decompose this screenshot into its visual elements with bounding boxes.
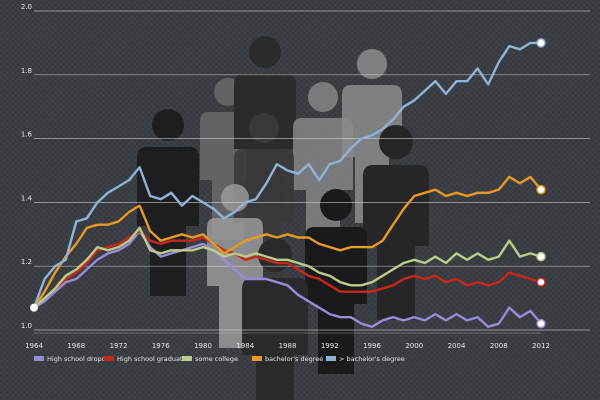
y-tick-label: 1.6 [21, 131, 33, 139]
legend-swatch [182, 356, 192, 361]
legend-swatch [34, 356, 44, 361]
legend-item: > bachelor's degree [326, 355, 405, 363]
series-line-0 [32, 229, 543, 328]
series-endpoint-marker [536, 38, 546, 48]
x-tick-label: 1992 [321, 342, 339, 350]
legend-label: some college [195, 355, 238, 363]
legend-label: High school dropout [47, 355, 113, 363]
x-tick-label: 1980 [194, 342, 212, 350]
x-tick-label: 1964 [25, 342, 43, 350]
series-line-4 [32, 41, 543, 309]
series-endpoint-marker [536, 184, 546, 195]
series-line-1 [32, 229, 543, 309]
legend-swatch [104, 356, 114, 361]
legend-label: bachelor's degree [265, 355, 323, 363]
x-tick-label: 1996 [363, 342, 381, 350]
person-icon [137, 109, 199, 296]
x-tick-label: 1968 [67, 342, 85, 350]
y-tick-label: 1.2 [21, 258, 32, 266]
person-icon [242, 238, 308, 400]
y-tick-label: 1.4 [21, 194, 33, 202]
x-tick-label: 2008 [490, 342, 508, 350]
legend-item: High school graduate [104, 355, 186, 363]
legend-item: bachelor's degree [252, 355, 323, 363]
person-icon [363, 125, 429, 320]
series-line-3 [32, 175, 543, 309]
x-tick-label: 1976 [152, 342, 170, 350]
x-tick-label: 1984 [236, 342, 254, 350]
legend-item: High school dropout [34, 355, 113, 363]
y-tick-label: 1.0 [21, 322, 32, 330]
series-start-marker [30, 303, 38, 312]
series-line-2 [32, 226, 543, 309]
x-tick-label: 2000 [405, 342, 423, 350]
legend-swatch [252, 356, 262, 361]
y-tick-label: 1.8 [21, 67, 32, 75]
legend-item: some college [182, 355, 238, 363]
legend-swatch [326, 356, 336, 361]
legend-label: High school graduate [117, 355, 186, 363]
series-endpoint-marker [536, 318, 546, 329]
person-icon [305, 189, 367, 374]
series-endpoint-marker [536, 277, 546, 287]
y-tick-label: 2.0 [21, 3, 32, 11]
x-tick-label: 2004 [448, 342, 466, 350]
x-tick-label: 2012 [532, 342, 550, 350]
legend-label: > bachelor's degree [339, 355, 405, 363]
x-tick-label: 1972 [110, 342, 128, 350]
series-endpoint-marker [536, 251, 546, 262]
x-tick-label: 1988 [279, 342, 297, 350]
